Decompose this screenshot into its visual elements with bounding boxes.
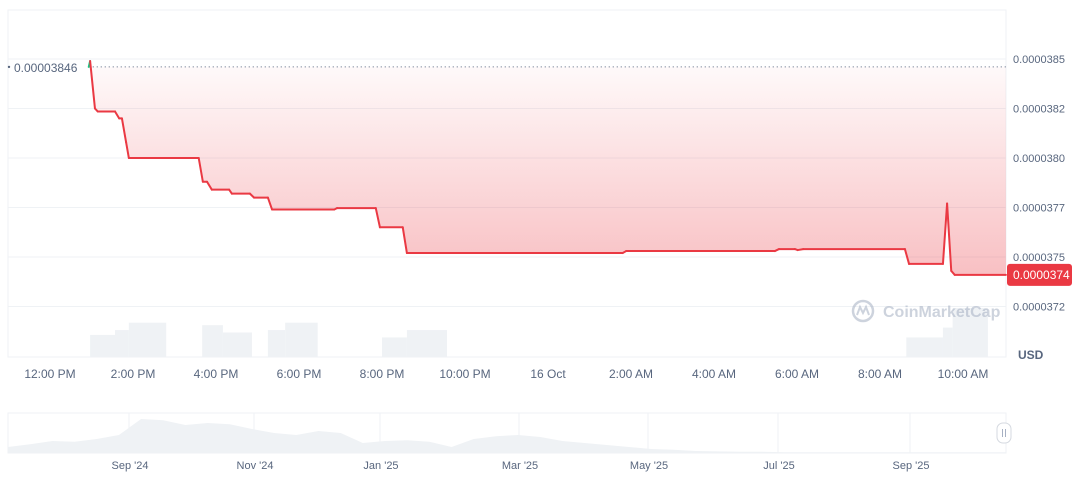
y-tick-label: 0.0000375 (1013, 252, 1065, 264)
volume-bar (115, 330, 129, 357)
y-tick-label: 0.0000377 (1013, 203, 1065, 215)
price-line-segment (89, 59, 96, 110)
volume-bar (202, 325, 223, 357)
watermark-text: CoinMarketCap (883, 304, 1001, 321)
price-line-segment (266, 196, 274, 211)
volume-bar (942, 327, 953, 357)
price-line-segment (941, 202, 949, 265)
x-tick-label: 4:00 PM (194, 367, 239, 381)
start-price-label: 0.00003846 (14, 61, 78, 75)
start-price-marker (7, 65, 11, 69)
price-line-segment (197, 157, 204, 183)
last-price-label: 0.0000374 (1013, 268, 1070, 282)
navigator-tick-label: Nov '24 (237, 460, 274, 472)
x-tick-label: 16 Oct (530, 367, 566, 381)
price-line-segment (401, 226, 408, 255)
x-tick-label: 10:00 AM (938, 367, 989, 381)
x-tick-label: 12:00 PM (24, 367, 75, 381)
y-axis: 0.0000385 0.0000382 0.0000380 0.0000377 0.00… (1013, 54, 1065, 314)
volume-bar (222, 332, 252, 357)
x-tick-label: 2:00 PM (111, 367, 156, 381)
navigator-tick-label: May '25 (630, 460, 668, 472)
price-line-segment (125, 141, 130, 159)
navigator[interactable]: Sep '24 Nov '24 Jan '25 Mar '25 May '25 Jul '… (7, 412, 1012, 472)
price-line-segment (114, 110, 121, 120)
x-tick-label: 8:00 AM (858, 367, 902, 381)
x-tick-label: 6:00 PM (277, 367, 322, 381)
price-area (88, 61, 1006, 275)
navigator-handle[interactable] (996, 422, 1012, 444)
x-axis: 12:00 PM 2:00 PM 4:00 PM 6:00 PM 8:00 PM 10:0… (24, 367, 988, 381)
volume-bars (90, 308, 988, 357)
price-line-segment (120, 117, 128, 144)
price-line-segment (946, 202, 953, 272)
volume-bar (267, 330, 286, 357)
x-tick-label: 2:00 AM (609, 367, 653, 381)
y-tick-label: 0.0000372 (1013, 302, 1065, 314)
x-tick-label: 6:00 AM (775, 367, 819, 381)
price-line-segment (206, 180, 213, 191)
price-line-segment (374, 207, 381, 229)
volume-bar (906, 337, 943, 357)
volume-bar (952, 308, 988, 357)
volume-bar (382, 337, 407, 357)
watermark: CoinMarketCap (851, 299, 1001, 323)
coinmarketcap-logo-icon (851, 299, 875, 323)
volume-bar (406, 330, 448, 357)
navigator-tick-label: Jul '25 (763, 460, 794, 472)
y-tick-label: 0.0000380 (1013, 153, 1065, 165)
y-tick-label: 0.0000385 (1013, 54, 1065, 66)
x-tick-label: 4:00 AM (692, 367, 736, 381)
navigator-tick-label: Sep '25 (893, 460, 930, 472)
navigator-tick-label: Jan '25 (363, 460, 398, 472)
y-tick-label: 0.0000382 (1013, 104, 1065, 116)
price-line-segment (903, 248, 911, 265)
currency-label: USD (1018, 348, 1044, 362)
volume-bar (285, 322, 318, 357)
volume-bar (90, 334, 116, 357)
x-tick-label: 10:00 PM (439, 367, 490, 381)
navigator-area (8, 419, 1006, 453)
navigator-tick-label: Sep '24 (112, 460, 149, 472)
navigator-tick-label: Mar '25 (502, 460, 538, 472)
x-tick-label: 8:00 PM (360, 367, 405, 381)
volume-bar (128, 322, 167, 357)
last-price-badge: 0.0000374 (1007, 263, 1072, 286)
